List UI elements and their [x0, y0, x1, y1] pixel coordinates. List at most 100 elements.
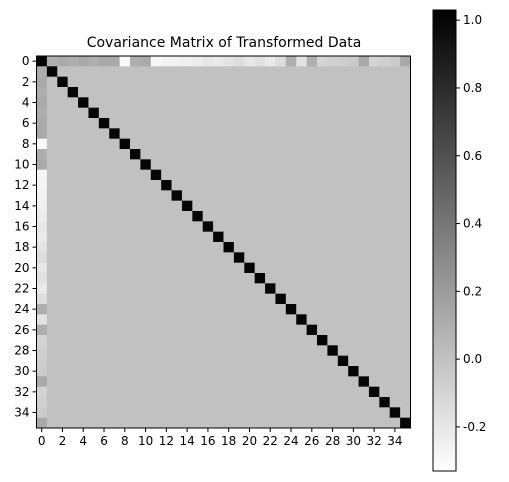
- heatmap-cell: [265, 87, 276, 98]
- heatmap-cell: [161, 201, 172, 212]
- heatmap-cell: [88, 242, 99, 253]
- heatmap-cell: [88, 294, 99, 305]
- heatmap-cell: [47, 201, 58, 212]
- heatmap-cell: [140, 335, 151, 346]
- heatmap-cell: [213, 159, 224, 170]
- heatmap-cell: [140, 66, 151, 77]
- heatmap-cell: [172, 211, 183, 222]
- heatmap-cell: [307, 221, 318, 232]
- heatmap-cell: [400, 387, 411, 398]
- heatmap-cell: [88, 77, 99, 88]
- heatmap-cell: [400, 356, 411, 367]
- heatmap-cell: [57, 170, 68, 181]
- heatmap-cell: [338, 294, 349, 305]
- heatmap-cell: [348, 87, 359, 98]
- heatmap-cell: [68, 66, 79, 77]
- heatmap-cell: [307, 335, 318, 346]
- heatmap-cell: [130, 232, 141, 243]
- heatmap-cell: [109, 180, 120, 191]
- heatmap-cell: [400, 304, 411, 315]
- heatmap-cell: [130, 242, 141, 253]
- heatmap-cell: [140, 387, 151, 398]
- heatmap-cell: [130, 190, 141, 201]
- heatmap-cell: [130, 159, 141, 170]
- heatmap-cell: [47, 139, 58, 150]
- heatmap-cell: [255, 221, 266, 232]
- heatmap-cell: [47, 273, 58, 284]
- heatmap-cell: [192, 263, 203, 274]
- heatmap-cell: [37, 252, 48, 263]
- heatmap-cell: [78, 139, 89, 150]
- heatmap-cell: [140, 149, 151, 160]
- heatmap-cell: [369, 407, 380, 418]
- heatmap-cell: [379, 304, 390, 315]
- colorbar-tick-label: 0.8: [463, 81, 482, 95]
- heatmap-cell: [234, 325, 245, 336]
- heatmap-cell: [379, 159, 390, 170]
- heatmap-cell: [140, 325, 151, 336]
- heatmap-cell: [68, 56, 79, 67]
- heatmap-cell: [348, 201, 359, 212]
- heatmap-cell: [265, 56, 276, 67]
- heatmap-cell: [244, 56, 255, 67]
- heatmap-cell: [286, 376, 297, 387]
- heatmap-cell: [140, 304, 151, 315]
- heatmap-cell: [255, 345, 266, 356]
- heatmap-cell: [275, 180, 286, 191]
- heatmap-cell: [120, 108, 131, 119]
- heatmap-cell: [78, 345, 89, 356]
- heatmap-cell: [338, 335, 349, 346]
- heatmap-cell: [224, 211, 235, 222]
- heatmap-cell: [213, 87, 224, 98]
- heatmap-cell: [120, 294, 131, 305]
- heatmap-cell: [140, 108, 151, 119]
- heatmap-cell: [213, 170, 224, 181]
- heatmap-cell: [192, 108, 203, 119]
- heatmap-cell: [234, 180, 245, 191]
- heatmap-cell: [275, 397, 286, 408]
- heatmap-cell: [88, 397, 99, 408]
- heatmap-cell: [120, 263, 131, 274]
- heatmap-cell: [182, 211, 193, 222]
- colorbar-axis: -0.2 0.0 0.2 0.4 0.6 0.8 1.0: [456, 13, 486, 434]
- heatmap-cell: [244, 211, 255, 222]
- x-axis: 0 2 4 6 8 10 12 14 16 18 20 22 24 26 28 30 32 34: [38, 428, 403, 448]
- heatmap-cell: [192, 170, 203, 181]
- heatmap-cell: [213, 139, 224, 150]
- heatmap-cell: [88, 273, 99, 284]
- heatmap-cell: [37, 263, 48, 274]
- heatmap-cell: [99, 252, 110, 263]
- y-tick-label: 28: [14, 344, 29, 358]
- x-tick-label: 16: [200, 434, 215, 448]
- heatmap-cell: [203, 190, 214, 201]
- heatmap-cell: [78, 304, 89, 315]
- heatmap-cell: [99, 190, 110, 201]
- heatmap-cell: [359, 387, 370, 398]
- heatmap-cell: [109, 304, 120, 315]
- heatmap-cell: [37, 273, 48, 284]
- heatmap-cell: [359, 397, 370, 408]
- heatmap-cell: [255, 273, 266, 284]
- heatmap-cell: [161, 97, 172, 108]
- heatmap-cell: [182, 283, 193, 294]
- heatmap-cell: [203, 335, 214, 346]
- heatmap-cell: [130, 387, 141, 398]
- heatmap-cell: [338, 418, 349, 429]
- heatmap-cell: [161, 325, 172, 336]
- heatmap-cell: [255, 304, 266, 315]
- heatmap-cell: [130, 56, 141, 67]
- heatmap-cell: [78, 356, 89, 367]
- heatmap-cell: [359, 118, 370, 129]
- heatmap-cell: [140, 201, 151, 212]
- heatmap-cell: [120, 87, 131, 98]
- heatmap-cell: [359, 190, 370, 201]
- heatmap-cell: [151, 66, 162, 77]
- heatmap-cell: [317, 366, 328, 377]
- heatmap-cell: [307, 397, 318, 408]
- heatmap-cell: [390, 159, 401, 170]
- heatmap-cell: [286, 180, 297, 191]
- heatmap-cell: [213, 128, 224, 139]
- heatmap-cell: [130, 97, 141, 108]
- x-tick-label: 12: [159, 434, 174, 448]
- heatmap-cell: [265, 345, 276, 356]
